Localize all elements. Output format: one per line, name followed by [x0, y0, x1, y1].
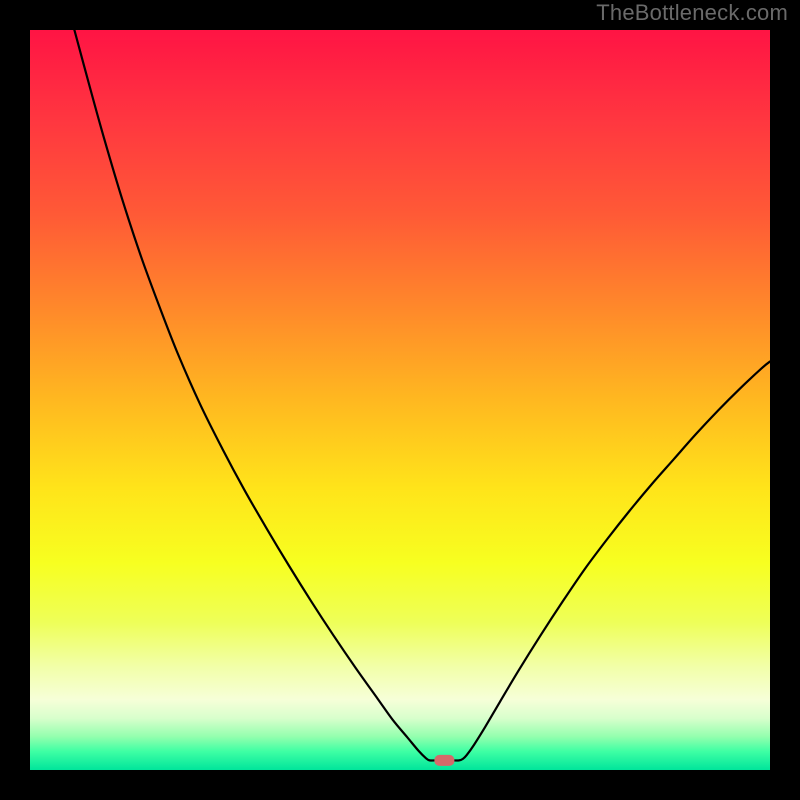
bottleneck-chart [0, 0, 800, 800]
chart-frame: TheBottleneck.com [0, 0, 800, 800]
watermark-text: TheBottleneck.com [596, 0, 788, 26]
optimum-marker [434, 755, 454, 766]
chart-background [30, 30, 770, 770]
